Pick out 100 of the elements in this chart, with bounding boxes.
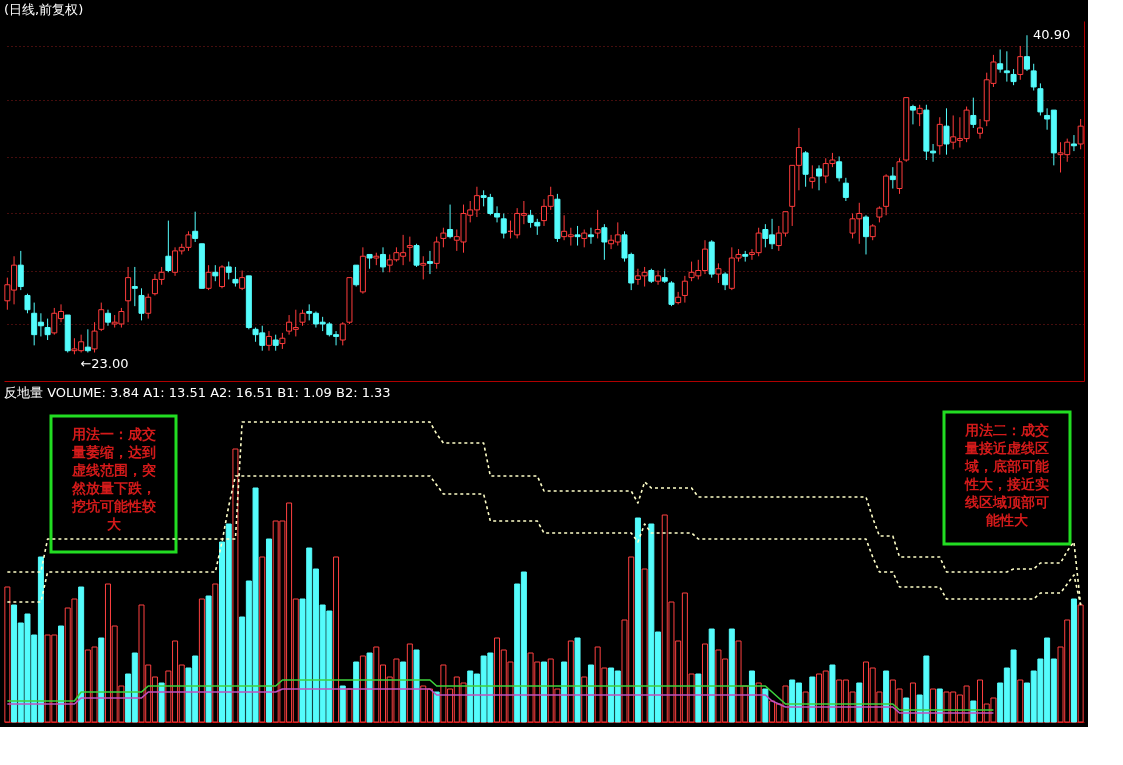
bar	[400, 661, 407, 723]
candlestick	[205, 264, 212, 291]
candlestick	[1037, 82, 1044, 116]
annotation: 40.90	[1032, 27, 1071, 43]
candlestick	[574, 225, 581, 247]
bar	[413, 649, 420, 723]
bar	[359, 655, 366, 723]
candlestick	[125, 266, 132, 323]
candlestick	[1017, 45, 1024, 81]
bar	[641, 568, 648, 723]
candlestick	[239, 270, 246, 291]
bar	[708, 628, 715, 723]
candlestick	[842, 177, 849, 202]
candlestick	[138, 287, 145, 321]
bar	[829, 664, 836, 723]
candlestick	[500, 212, 507, 239]
candlestick	[219, 264, 226, 289]
annotation: ←23.00	[80, 356, 129, 372]
annotation: 用法二：成交量接近虚线区域，底部可能性大，接近实线区域顶部可能性大	[964, 422, 1050, 528]
bar	[561, 661, 568, 723]
candlestick	[232, 266, 239, 288]
candlestick	[420, 255, 427, 280]
candlestick	[440, 227, 447, 248]
candlestick	[426, 250, 433, 275]
candlestick	[909, 104, 916, 125]
candlestick	[997, 49, 1004, 74]
bar	[232, 448, 239, 723]
bar	[567, 640, 574, 723]
candlestick	[145, 293, 152, 320]
candlestick	[1030, 63, 1037, 91]
bar	[406, 643, 413, 723]
bar	[198, 598, 205, 723]
candlestick	[970, 97, 977, 129]
candlestick	[44, 318, 51, 341]
candlestick	[1077, 118, 1084, 150]
bar	[346, 688, 353, 723]
bar	[574, 637, 581, 723]
candlestick	[916, 104, 923, 127]
candlestick	[943, 107, 950, 156]
bar	[433, 691, 440, 723]
bar	[58, 625, 65, 723]
candlestick	[889, 166, 896, 190]
bar	[212, 583, 219, 723]
bar	[1070, 598, 1077, 723]
candlestick	[594, 209, 601, 239]
candlestick	[816, 164, 823, 191]
candlestick	[809, 164, 816, 190]
candlestick	[91, 321, 98, 353]
bar	[265, 538, 272, 723]
candlestick	[447, 204, 454, 239]
candlestick	[715, 262, 722, 284]
candlestick	[936, 116, 943, 156]
annotation: 用法一：成交量萎缩，达到虚线范围，突然放量下跌，挖坑可能性较大	[70, 426, 157, 532]
bar	[1077, 604, 1084, 723]
candlestick	[681, 275, 688, 304]
candlestick	[265, 330, 272, 352]
bar	[581, 676, 588, 723]
bar	[762, 688, 769, 723]
bar	[701, 643, 708, 723]
candlestick	[668, 280, 675, 307]
bar	[259, 556, 266, 723]
candlestick	[433, 236, 440, 270]
candlestick	[1070, 134, 1077, 152]
candlestick	[339, 321, 346, 346]
bar	[695, 673, 702, 723]
candlestick	[165, 220, 172, 273]
candlestick	[98, 302, 105, 332]
bar	[748, 670, 755, 723]
candlestick	[380, 246, 387, 273]
candlestick	[353, 264, 360, 288]
bar	[809, 676, 816, 723]
candlestick	[977, 118, 984, 140]
bar	[353, 661, 360, 723]
candlestick	[1003, 50, 1010, 83]
bar	[587, 664, 594, 723]
candlestick	[802, 150, 809, 188]
candlestick	[131, 266, 138, 307]
bar	[78, 586, 85, 723]
candlestick	[601, 223, 608, 261]
bar	[1017, 679, 1024, 723]
candlestick	[84, 328, 91, 353]
candlestick	[1023, 34, 1030, 72]
candlestick	[413, 243, 420, 268]
bar	[883, 670, 890, 723]
candlestick	[587, 227, 594, 245]
bar	[366, 652, 373, 723]
chart-title: (日线,前复权)	[4, 2, 84, 17]
candlestick	[836, 155, 843, 182]
bar	[333, 556, 340, 723]
bar	[4, 586, 11, 723]
candlestick	[862, 214, 869, 255]
chart-title: 反地量 VOLUME: 3.84 A1: 13.51 A2: 16.51 B1: 1.09 B2: 1.33	[4, 385, 391, 400]
bar	[634, 517, 641, 723]
candlestick	[17, 250, 24, 291]
candlestick	[406, 236, 413, 263]
bar	[205, 595, 212, 723]
candlestick	[192, 211, 199, 243]
bar	[541, 661, 547, 723]
candlestick	[655, 270, 662, 286]
bar	[98, 637, 105, 723]
